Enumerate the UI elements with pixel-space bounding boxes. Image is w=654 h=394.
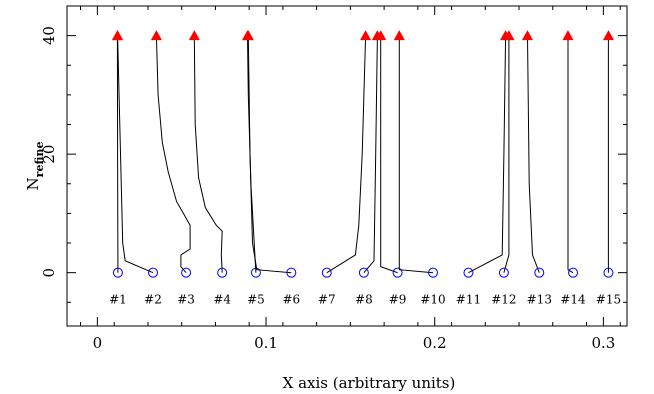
end-point-marker xyxy=(360,30,372,41)
y-tick-label: 20 xyxy=(40,145,58,164)
track-label: #1 xyxy=(109,292,127,306)
track xyxy=(463,30,512,278)
y-axis-label-sub: refine xyxy=(33,142,46,178)
plot-border xyxy=(66,5,628,327)
track-path xyxy=(193,35,223,273)
start-point-marker xyxy=(181,267,192,278)
y-tick-label: 0 xyxy=(40,268,58,278)
track-label: #13 xyxy=(527,292,552,306)
track-path xyxy=(247,35,292,274)
track xyxy=(393,30,439,278)
start-point-marker xyxy=(250,267,261,278)
x-tick-label: 0 xyxy=(93,334,103,352)
x-tick-label: 0.2 xyxy=(423,334,447,352)
track-label: #12 xyxy=(491,292,516,306)
start-point-marker xyxy=(498,267,509,278)
track xyxy=(321,30,372,278)
plot-frame xyxy=(66,5,628,327)
x-tick-label: 0.3 xyxy=(591,334,615,352)
start-point-marker xyxy=(534,267,545,278)
track-labels: #1 #2 #3 #4 #5 #6 #7 #8 #9 #10 #11 #12 #13 #14 #15 xyxy=(109,292,621,306)
start-point-marker xyxy=(428,267,439,278)
end-point-marker xyxy=(188,30,200,41)
track-path xyxy=(503,35,510,273)
track-label: #9 xyxy=(389,292,407,306)
track xyxy=(562,30,579,278)
track-label: #15 xyxy=(596,292,621,306)
track-path xyxy=(398,35,434,274)
track-label: #14 xyxy=(560,292,586,306)
end-point-marker xyxy=(521,30,533,41)
start-point-marker xyxy=(358,267,369,278)
y-axis-label: Nrefine xyxy=(24,142,46,191)
start-point-marker xyxy=(463,267,474,278)
start-point-marker xyxy=(603,267,614,278)
track xyxy=(602,30,614,278)
end-point-marker xyxy=(602,30,614,41)
track-path xyxy=(326,35,367,274)
track xyxy=(358,30,383,278)
track xyxy=(188,30,228,278)
track-path xyxy=(363,35,378,274)
tick-labels: 0 0.1 0.2 0.3 0 20 40 xyxy=(40,26,615,352)
end-point-marker xyxy=(112,30,124,41)
track-label: #7 xyxy=(318,292,336,306)
track xyxy=(242,30,297,278)
track-label: #8 xyxy=(355,292,373,306)
start-point-marker xyxy=(392,267,403,278)
track-label: #2 xyxy=(144,292,162,306)
end-point-marker xyxy=(503,30,515,41)
track xyxy=(498,30,515,278)
track xyxy=(150,30,192,278)
start-point-marker xyxy=(112,267,123,278)
track-path xyxy=(527,35,540,273)
track-path xyxy=(155,35,191,274)
start-point-marker xyxy=(217,267,228,278)
track-label: #5 xyxy=(247,292,265,306)
track xyxy=(375,30,403,278)
track xyxy=(241,30,261,278)
start-point-marker xyxy=(321,267,332,278)
track-label: #11 xyxy=(456,292,481,306)
start-point-marker xyxy=(148,267,159,278)
track-label: #6 xyxy=(282,292,300,306)
x-axis-label: X axis (arbitrary units) xyxy=(283,374,456,392)
track-path xyxy=(380,35,398,274)
end-point-marker xyxy=(562,30,574,41)
x-tick-label: 0.1 xyxy=(254,334,278,352)
track-path xyxy=(567,35,574,274)
track-path xyxy=(468,35,507,274)
end-point-marker xyxy=(150,30,162,41)
track xyxy=(112,30,159,278)
track xyxy=(521,30,545,278)
track-path xyxy=(117,35,154,274)
track-path xyxy=(116,35,119,273)
start-point-marker xyxy=(568,267,579,278)
start-point-marker xyxy=(286,267,297,278)
track-label: #10 xyxy=(420,292,445,306)
track xyxy=(111,30,123,278)
end-point-marker xyxy=(375,30,387,41)
track-label: #3 xyxy=(177,292,195,306)
tracks xyxy=(111,30,614,278)
track-label: #4 xyxy=(213,292,231,306)
y-axis-label-main: N xyxy=(24,177,42,190)
axis-ticks xyxy=(67,5,627,326)
y-tick-label: 40 xyxy=(40,26,58,45)
end-point-marker xyxy=(393,30,405,41)
end-point-marker xyxy=(242,30,254,41)
